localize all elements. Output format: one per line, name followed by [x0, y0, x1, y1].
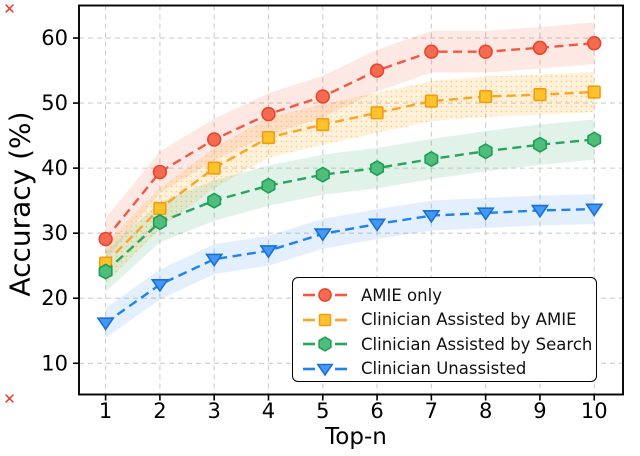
x-axis-label: Top-n	[325, 424, 387, 450]
y-axis-label: Accuracy (%)	[3, 111, 37, 297]
legend-marker-square-icon	[303, 313, 347, 327]
svg-text:4: 4	[262, 399, 275, 423]
legend-item-clinician-assisted-by-search: Clinician Assisted by Search	[302, 332, 596, 356]
legend-item-clinician-unassisted: Clinician Unassisted	[302, 357, 596, 381]
legend-label: Clinician Unassisted	[361, 359, 527, 379]
click-marker-icon: ✕	[3, 390, 16, 408]
svg-text:10: 10	[41, 351, 68, 375]
legend-item-amie-only: AMIE only	[302, 283, 596, 307]
svg-text:8: 8	[479, 399, 492, 423]
svg-text:2: 2	[153, 399, 166, 423]
legend-label: AMIE only	[361, 285, 442, 305]
legend-label: Clinician Assisted by Search	[361, 334, 593, 354]
svg-text:6: 6	[370, 399, 383, 423]
svg-text:5: 5	[316, 399, 329, 423]
svg-text:9: 9	[533, 399, 546, 423]
legend-marker-hexagon-icon	[303, 336, 347, 352]
svg-text:3: 3	[207, 399, 220, 423]
legend-marker-triangle-icon	[303, 363, 347, 376]
legend: AMIE only Clinician Assisted by AMIE Cli…	[292, 277, 597, 382]
legend-label: Clinician Assisted by AMIE	[361, 310, 577, 330]
svg-text:50: 50	[41, 91, 68, 115]
legend-marker-circle-icon	[303, 288, 347, 303]
svg-text:10: 10	[581, 399, 608, 423]
svg-text:1: 1	[99, 399, 112, 423]
click-marker-icon: ✕	[3, 0, 16, 18]
legend-item-clinician-assisted-by-amie: Clinician Assisted by AMIE	[302, 308, 596, 332]
svg-text:60: 60	[41, 26, 68, 50]
svg-text:30: 30	[41, 221, 68, 245]
svg-text:7: 7	[425, 399, 438, 423]
svg-text:40: 40	[41, 156, 68, 180]
svg-text:20: 20	[41, 286, 68, 310]
